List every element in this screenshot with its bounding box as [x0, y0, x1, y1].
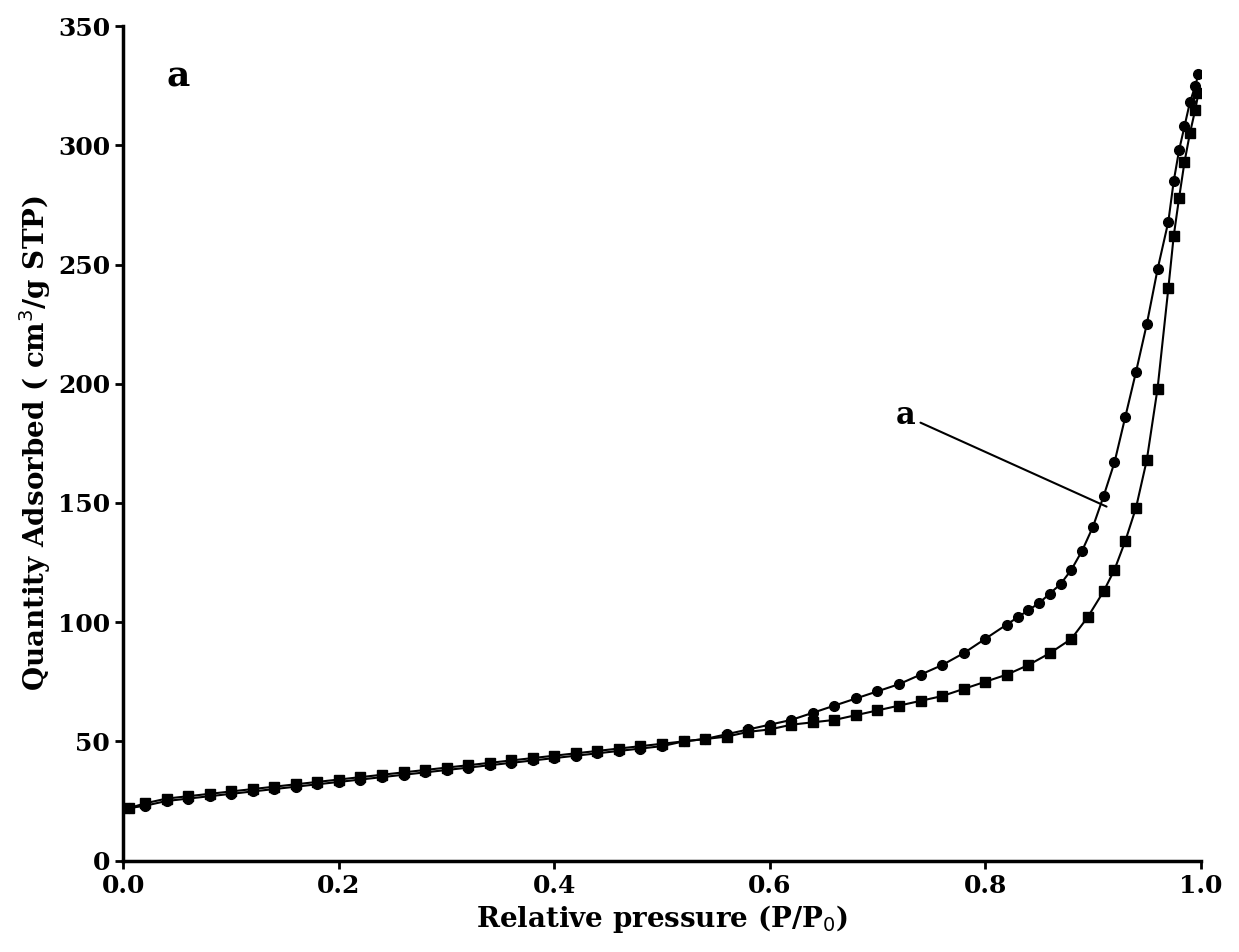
Text: a: a: [896, 400, 1106, 506]
Y-axis label: Quantity Adsorbed ( cm$^3$/g STP): Quantity Adsorbed ( cm$^3$/g STP): [16, 195, 52, 691]
Text: a: a: [166, 60, 190, 93]
X-axis label: Relative pressure (P/P$_0$): Relative pressure (P/P$_0$): [476, 903, 847, 935]
